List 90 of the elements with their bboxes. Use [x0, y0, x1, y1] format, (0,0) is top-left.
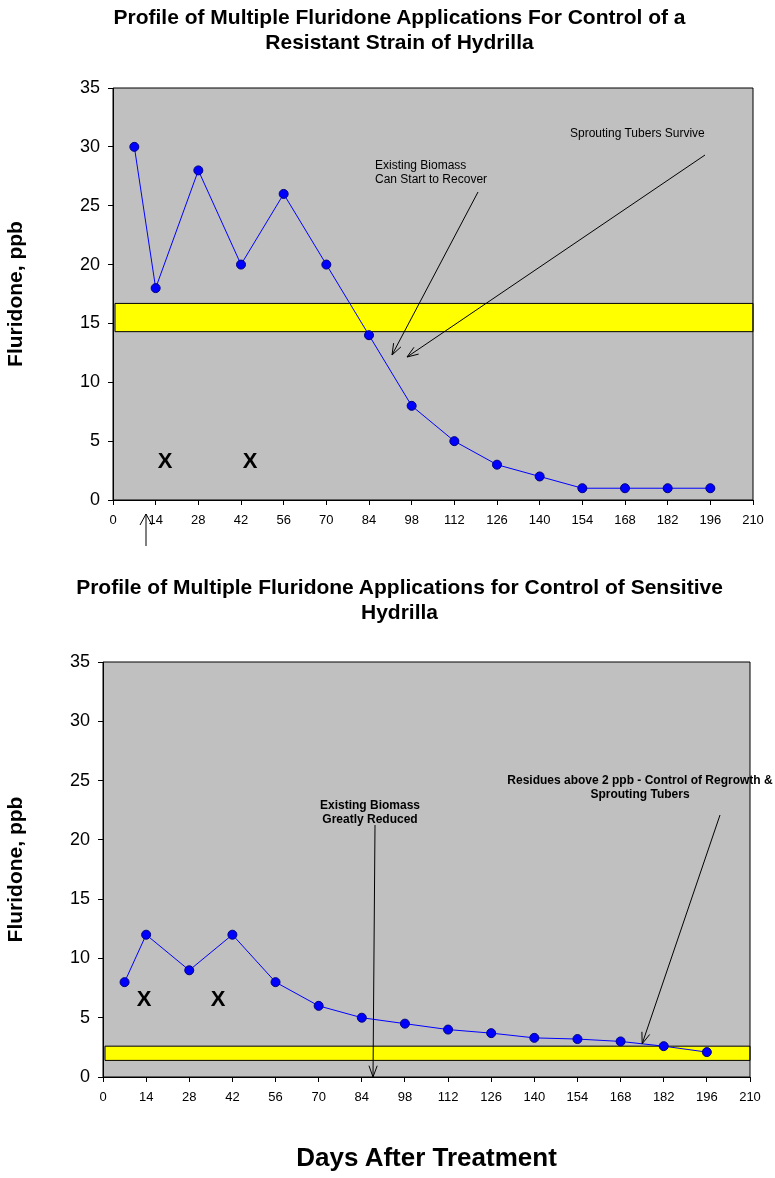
annotation: X: [136, 986, 152, 1012]
y-tick-label: 15: [69, 888, 90, 909]
x-tick-label: 112: [437, 1089, 459, 1105]
y-tick-label: 20: [79, 253, 100, 274]
x-tick-label: 210: [742, 512, 764, 528]
x-tick-label: 154: [566, 1089, 589, 1105]
point: [443, 1024, 454, 1035]
x-tick-label: 56: [268, 1089, 283, 1105]
y-tick-label: 25: [69, 769, 90, 790]
point: [364, 330, 374, 341]
x-tick-label: 14: [138, 1089, 154, 1105]
point: [449, 436, 460, 447]
chart-title: Profile of Multiple Fluridone Applications for Control of Sensitive Hydrilla: [76, 575, 723, 624]
x-tick-label: 14: [148, 512, 163, 528]
annotation: X: [242, 448, 258, 474]
point: [227, 929, 238, 940]
point: [150, 283, 161, 294]
x-tick-label: 56: [276, 512, 291, 528]
y-tick-label: 5: [89, 430, 100, 451]
x-tick-label: 196: [699, 512, 722, 528]
x-tick-label: 84: [354, 1089, 370, 1105]
annotation: Sprouting Tubers Survive: [570, 126, 706, 141]
y-axis-title: Fluridone, ppb: [3, 221, 27, 367]
point: [129, 141, 140, 152]
point: [184, 965, 195, 976]
y-tick-label: 15: [79, 312, 100, 333]
point: [313, 1000, 324, 1011]
x-tick-label: 154: [571, 512, 594, 528]
point: [534, 471, 545, 482]
point: [486, 1028, 497, 1039]
point: [193, 165, 204, 176]
x-tick-label: 28: [191, 512, 206, 528]
x-tick-label: 168: [609, 1089, 632, 1105]
point: [662, 483, 673, 494]
point: [658, 1041, 669, 1052]
x-tick-label: 84: [361, 512, 377, 528]
point: [529, 1032, 540, 1043]
x-tick-label: 182: [656, 512, 679, 528]
point: [572, 1034, 583, 1045]
x-tick-label: 210: [739, 1089, 761, 1105]
y-tick-label: 0: [89, 488, 100, 509]
point: [701, 1047, 712, 1058]
y-tick-label: 25: [79, 194, 100, 215]
annotation: Existing Biomass Can Start to Recover: [375, 158, 488, 187]
annotation: Residues above 2 ppb - Control of Regrowth & Sprouting Tubers: [507, 773, 773, 802]
y-tick-label: 5: [79, 1006, 90, 1027]
point: [615, 1036, 626, 1047]
point: [577, 483, 588, 494]
point: [492, 459, 502, 470]
x-tick-label: 70: [319, 512, 334, 528]
annotation: Existing Biomass Greatly Reduced: [319, 798, 421, 827]
y-tick-label: 35: [79, 76, 100, 97]
x-tick-label: 70: [311, 1089, 326, 1105]
x-axis-title: Days After Treatment: [296, 1141, 558, 1172]
y-tick-label: 10: [69, 947, 90, 968]
point: [620, 483, 630, 494]
point: [141, 929, 152, 940]
x-tick-label: 196: [696, 1089, 718, 1105]
x-tick-label: 42: [225, 1089, 240, 1105]
y-tick-label: 20: [69, 828, 90, 849]
x-tick-label: 126: [480, 1089, 503, 1105]
x-tick-label: 140: [528, 512, 551, 528]
x-tick-label: 140: [523, 1089, 546, 1105]
y-tick-label: 35: [69, 650, 90, 671]
y-tick-label: 0: [79, 1065, 90, 1086]
x-tick-label: 126: [486, 512, 508, 528]
x-tick-label: 0: [109, 512, 117, 528]
x-tick-label: 98: [397, 1089, 413, 1105]
y-tick-label: 10: [79, 371, 100, 392]
point: [406, 400, 417, 411]
x-tick-label: 28: [182, 1089, 197, 1105]
y-tick-label: 30: [69, 710, 90, 731]
x-tick-label: 42: [233, 512, 249, 528]
x-tick-label: 98: [404, 512, 419, 528]
point: [356, 1012, 367, 1023]
point: [119, 977, 130, 988]
x-tick-label: 168: [614, 512, 636, 528]
chart-title: Profile of Multiple Fluridone Applications For Control of a Resistant Strain of Hydrilla: [113, 5, 686, 54]
y-tick-label: 30: [79, 135, 100, 156]
point: [399, 1018, 410, 1029]
point: [705, 483, 716, 494]
x-tick-label: 182: [652, 1089, 675, 1105]
annotation: X: [210, 986, 226, 1012]
point: [278, 188, 289, 199]
annotation: X: [157, 448, 173, 474]
y-axis-title: Fluridone, ppb: [3, 796, 27, 943]
point: [270, 977, 281, 988]
point: [321, 259, 332, 270]
x-tick-label: 112: [443, 512, 465, 528]
point: [236, 259, 246, 270]
